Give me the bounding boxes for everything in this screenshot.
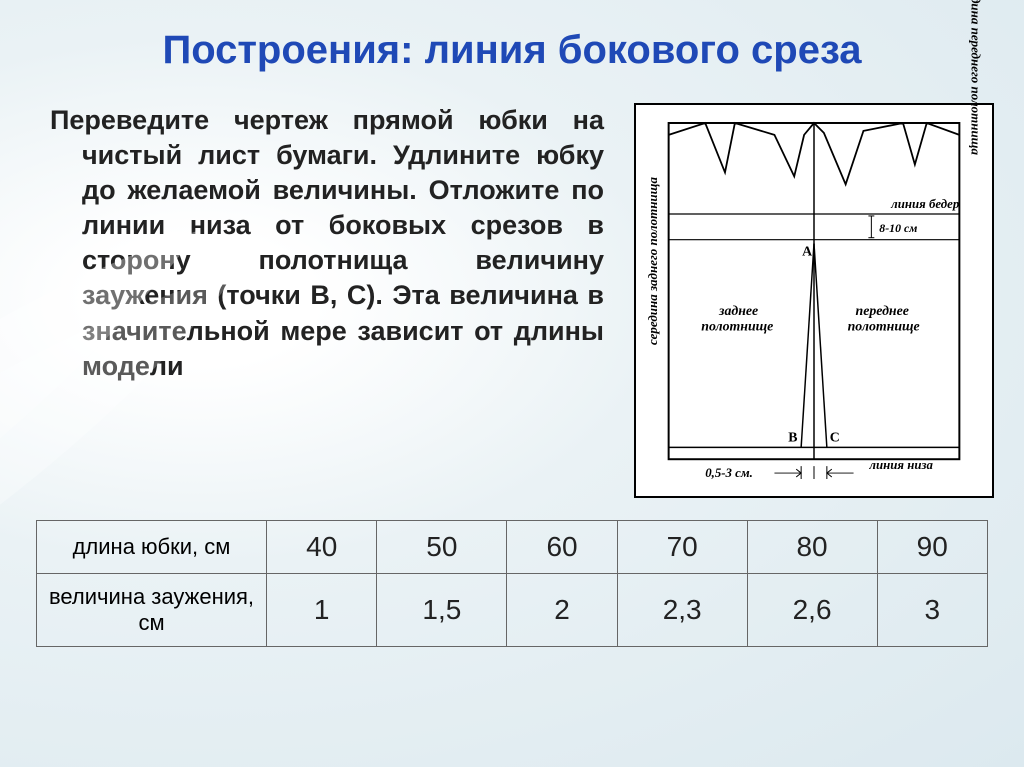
table-cell: 80 [747,521,877,574]
table-cell: 60 [507,521,617,574]
table-cell: 3 [877,574,987,647]
table-cell: 70 [617,521,747,574]
row-header: длина юбки, см [37,521,267,574]
diagram-label-right: середина переднего полотнища [967,0,983,155]
table-row: величина заужения, см 1 1,5 2 2,3 2,6 3 [37,574,988,647]
point-b: В [788,429,797,444]
page-title: Построения: линия бокового среза [0,0,1024,73]
content-row: Переведите чертеж прямой юбки на чистый … [0,103,1024,498]
table-cell: 1,5 [377,574,507,647]
table-cell: 50 [377,521,507,574]
data-table: длина юбки, см 40 50 60 70 80 90 величин… [36,520,988,647]
diagram-svg: линия бедер 8-10 см А В С заднее полотни… [636,105,992,496]
table-row: длина юбки, см 40 50 60 70 80 90 [37,521,988,574]
bottom-line-label: линия низа [868,458,933,472]
point-a: А [802,244,812,259]
front-panel-label: переднее полотнище [848,303,920,334]
row-header: величина заужения, см [37,574,267,647]
table-cell: 90 [877,521,987,574]
table-cell: 2 [507,574,617,647]
body-text: Переведите чертеж прямой юбки на чистый … [50,103,604,498]
table-cell: 2,3 [617,574,747,647]
hip-offset: 8-10 см [879,221,917,235]
point-c: С [830,429,840,444]
skirt-diagram: середина заднего полотнища середина пере… [634,103,994,498]
hip-line-label: линия бедер [890,197,960,211]
table-cell: 40 [267,521,377,574]
table-cell: 1 [267,574,377,647]
back-panel-label: заднее полотнище [701,303,773,334]
diagram-label-left: середина заднего полотнища [645,177,661,345]
table-cell: 2,6 [747,574,877,647]
narrowing-label: 0,5-3 см. [705,466,753,480]
